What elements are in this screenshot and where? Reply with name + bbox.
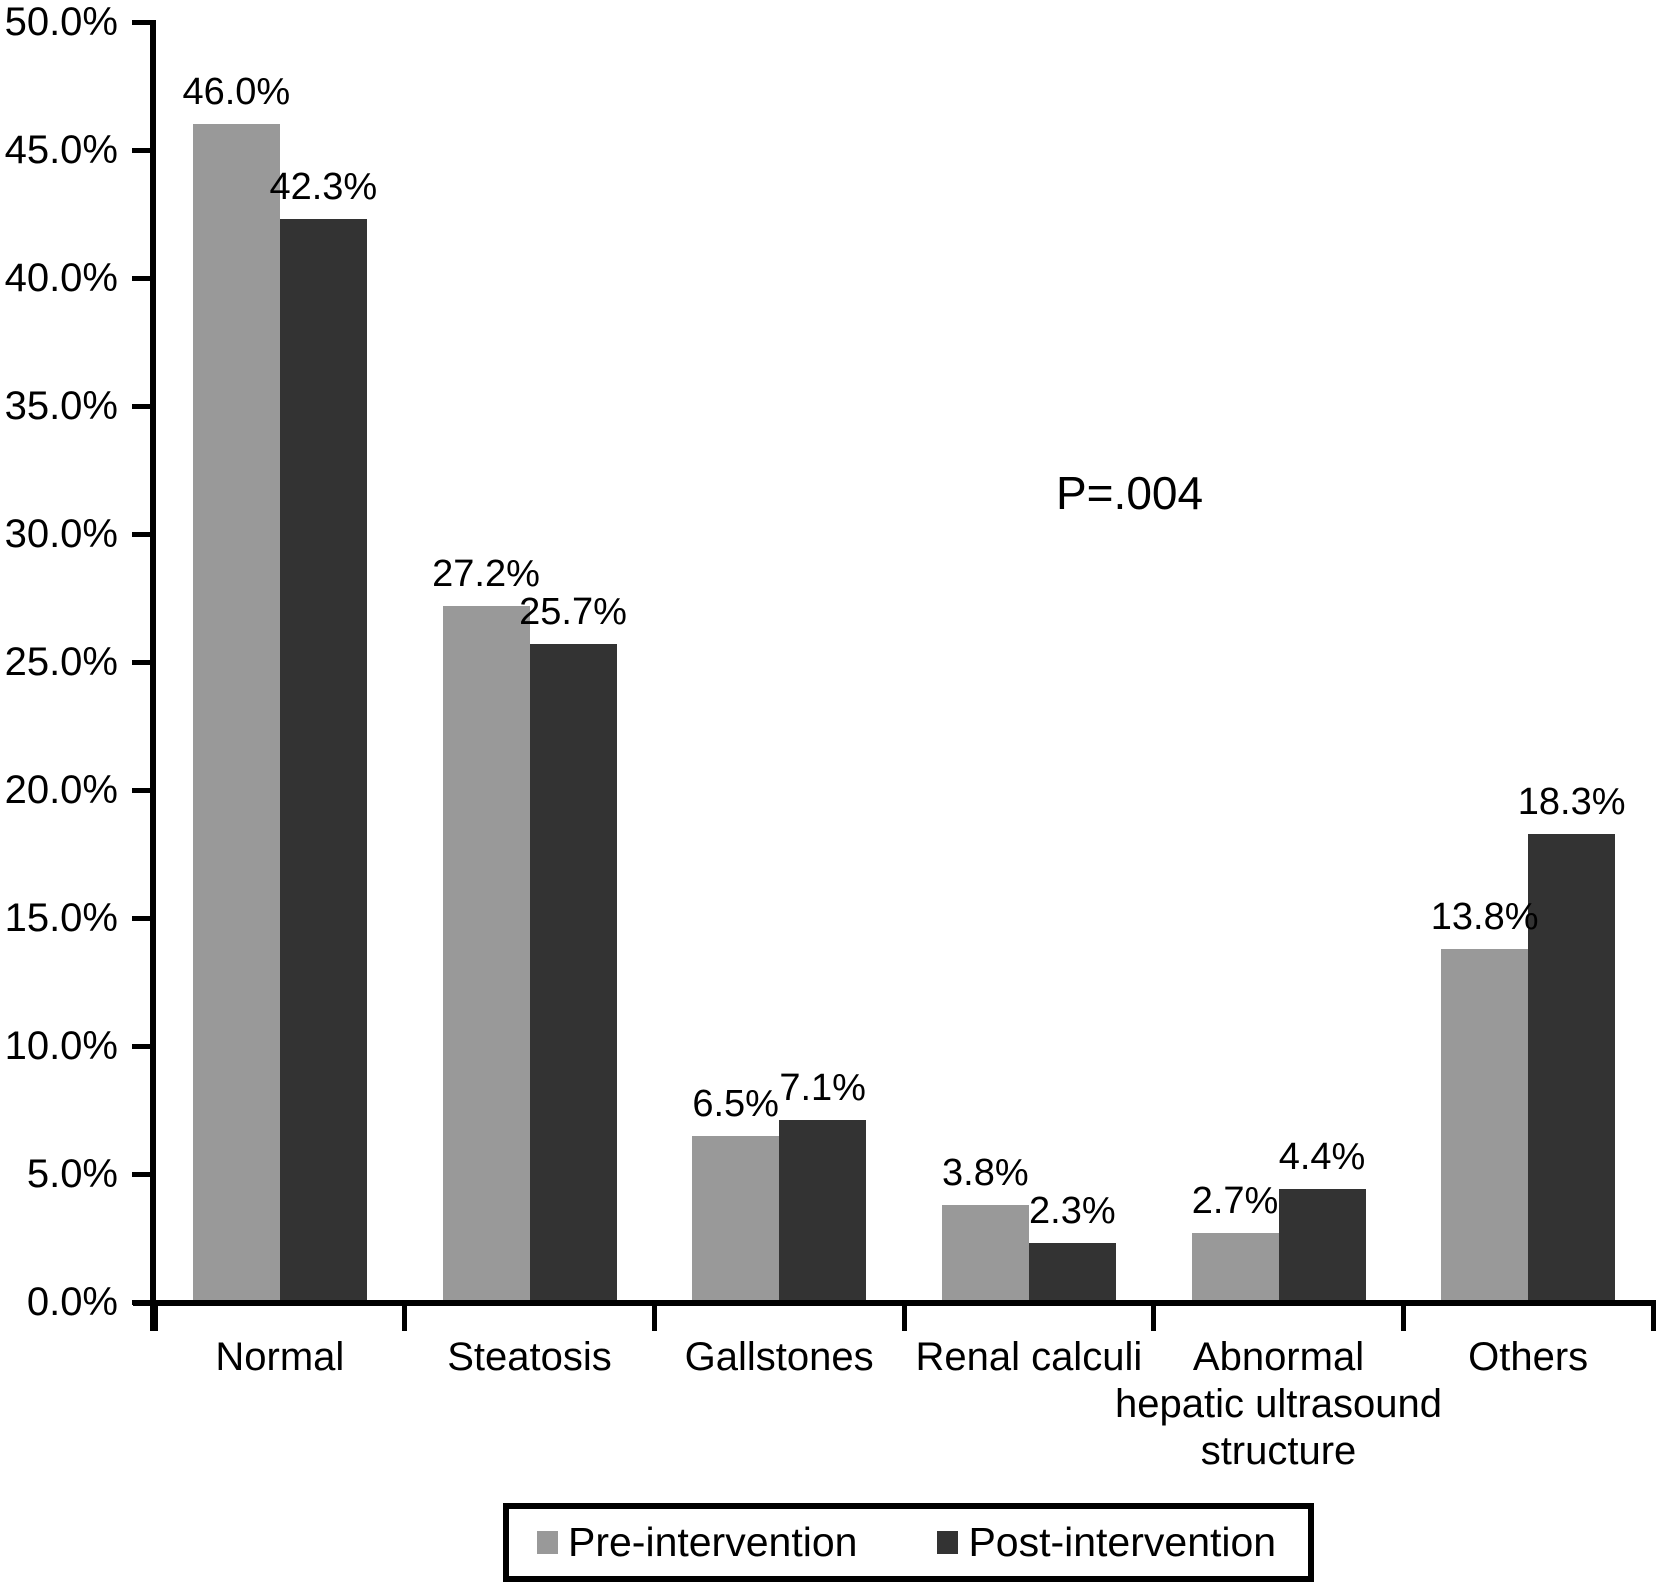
- y-axis-tick-label: 30.0%: [4, 512, 118, 556]
- x-axis-tick: [1151, 1300, 1157, 1331]
- value-label-post-intervention: 2.3%: [1029, 1190, 1116, 1233]
- y-axis-tick-label: 0.0%: [26, 1280, 118, 1324]
- x-axis-tick: [901, 1300, 907, 1331]
- bar-pre-intervention: [1441, 948, 1529, 1302]
- y-axis-tick: [132, 659, 155, 665]
- x-axis-tick: [402, 1300, 408, 1331]
- y-axis-tick-label: 20.0%: [4, 768, 118, 812]
- category-label: Renal calculi: [915, 1335, 1143, 1379]
- category-label: Steatosis: [447, 1335, 612, 1379]
- y-axis-tick-label: 50.0%: [4, 0, 118, 44]
- value-label-pre-intervention: 2.7%: [1191, 1179, 1279, 1222]
- y-axis-tick: [132, 1043, 155, 1049]
- bar-post-intervention: [1278, 1189, 1366, 1302]
- value-label-post-intervention: 25.7%: [519, 591, 627, 634]
- value-label-post-intervention: 4.4%: [1278, 1136, 1366, 1179]
- y-axis-tick-label: 10.0%: [4, 1024, 118, 1068]
- y-axis-tick: [132, 147, 155, 153]
- value-label-pre-intervention: 6.5%: [692, 1082, 779, 1125]
- x-axis-tick: [1650, 1300, 1656, 1331]
- value-label-post-intervention: 42.3%: [269, 166, 378, 209]
- legend-item-pre-intervention: Pre-intervention: [537, 1519, 857, 1566]
- y-axis-tick: [132, 403, 155, 409]
- y-axis-tick-label: 25.0%: [4, 640, 118, 684]
- value-label-pre-intervention: 46.0%: [182, 71, 291, 114]
- category-label: Abnormal hepatic ultrasound structure: [1115, 1335, 1442, 1473]
- bar-pre-intervention: [941, 1204, 1029, 1302]
- y-axis-tick-label: 35.0%: [4, 384, 118, 428]
- value-label-post-intervention: 18.3%: [1517, 780, 1626, 823]
- y-axis-tick: [132, 787, 155, 793]
- value-label-pre-intervention: 27.2%: [432, 552, 540, 595]
- y-axis-tick-label: 45.0%: [4, 128, 118, 172]
- legend-label: Pre-intervention: [568, 1519, 858, 1565]
- value-label-post-intervention: 7.1%: [779, 1067, 866, 1110]
- bar-pre-intervention: [192, 124, 280, 1302]
- bar-post-intervention: [529, 644, 617, 1302]
- p-value-annotation: P=.004: [1056, 467, 1204, 519]
- category-label: Normal: [215, 1335, 345, 1379]
- bar-pre-intervention: [1191, 1232, 1279, 1302]
- legend-item-post-intervention: Post-intervention: [937, 1519, 1276, 1566]
- category-label: Gallstones: [684, 1335, 874, 1379]
- category-label: Others: [1468, 1335, 1589, 1379]
- y-axis-tick: [132, 1299, 155, 1305]
- legend-label: Post-intervention: [968, 1519, 1277, 1565]
- y-axis-tick: [132, 531, 155, 537]
- y-axis-tick-label: 5.0%: [26, 1152, 118, 1196]
- bar-post-intervention: [279, 219, 367, 1302]
- x-axis-line: [133, 1300, 1653, 1306]
- bar-post-intervention: [779, 1120, 867, 1302]
- legend-swatch-post-intervention: [937, 1531, 959, 1554]
- legend: Pre-intervention Post-intervention: [503, 1503, 1314, 1582]
- y-axis-tick: [132, 1171, 155, 1177]
- bar-post-intervention: [1528, 833, 1616, 1302]
- legend-swatch-pre-intervention: [537, 1531, 558, 1554]
- y-axis-tick: [132, 275, 155, 281]
- bar-pre-intervention: [692, 1135, 780, 1302]
- y-axis-tick-label: 15.0%: [4, 896, 118, 940]
- bar-post-intervention: [1028, 1243, 1116, 1302]
- x-axis-tick: [651, 1300, 657, 1331]
- y-axis-tick: [132, 19, 155, 25]
- bar-pre-intervention: [442, 605, 530, 1302]
- x-axis-tick: [1400, 1300, 1406, 1331]
- value-label-pre-intervention: 13.8%: [1430, 895, 1539, 938]
- y-axis-tick-label: 40.0%: [4, 256, 118, 300]
- x-axis-tick: [152, 1300, 158, 1331]
- y-axis-tick: [132, 915, 155, 921]
- value-label-pre-intervention: 3.8%: [942, 1151, 1029, 1194]
- y-axis-line: [150, 20, 156, 1331]
